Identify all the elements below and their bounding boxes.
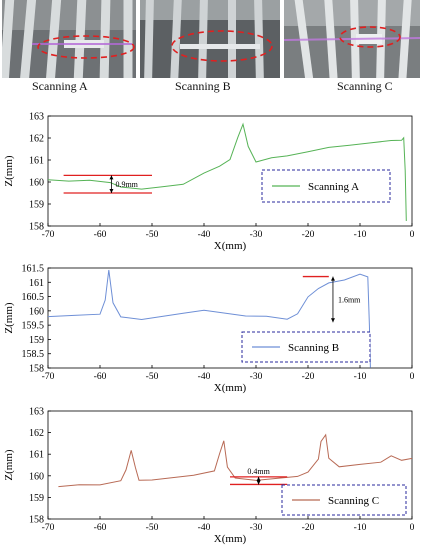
series-line <box>47 269 371 368</box>
x-tick-label: -70 <box>42 230 55 240</box>
chart-c-svg: -70 -60 -50 -40 -30 -20 -10 0 158 159 160 161 162 163… <box>3 407 415 546</box>
series-line <box>47 122 407 222</box>
plot-frame <box>47 115 413 227</box>
chart-scanning-a: -70 -60 -50 -40 -30 -20 -10 0 158 159 160 161 162 163… <box>0 110 422 260</box>
annotation-arrowhead-down <box>330 318 335 323</box>
x-tick-label: -20 <box>302 372 315 382</box>
caption-scanning-a: Scanning A <box>32 79 88 93</box>
y-tick-label: 161 <box>29 156 44 167</box>
y-axis-label: Z(mm) <box>3 449 15 480</box>
y-tick-label: 163 <box>29 112 44 123</box>
y-tick-label: 158 <box>29 222 44 233</box>
x-axis-label: X(mm) <box>214 382 247 394</box>
y-tick-label: 161 <box>29 278 44 289</box>
x-tick-label: -30 <box>250 230 263 240</box>
y-tick-label: 159 <box>29 335 44 346</box>
x-tick-label: -60 <box>94 372 107 382</box>
x-tick-label: -50 <box>146 523 159 533</box>
x-tick-label: -60 <box>94 523 107 533</box>
x-tick-label: -40 <box>198 230 211 240</box>
scan-photo-bars-tilted-icon <box>2 0 136 78</box>
y-tick-label: 159 <box>29 200 44 211</box>
annotation-label: 0.4mm <box>247 467 270 476</box>
annotation-label: 1.6mm <box>338 295 361 304</box>
annotation-arrowhead-down <box>256 480 261 485</box>
y-tick-label: 162 <box>29 428 44 439</box>
chart-b-svg: -70 -60 -50 -40 -30 -20 -10 0 158 158.5 159 159.5 16… <box>3 264 415 395</box>
chart-scanning-b: -70 -60 -50 -40 -30 -20 -10 0 158 158.5 159 159.5 16… <box>0 262 422 400</box>
x-tick-label: 0 <box>410 230 415 240</box>
annotation-arrowhead-up <box>330 276 335 281</box>
x-tick-label: 0 <box>410 372 415 382</box>
caption-scanning-c: Scanning C <box>337 79 393 93</box>
y-tick-label: 158 <box>29 364 44 375</box>
caption-scanning-b: Scanning B <box>175 79 231 93</box>
legend-label: Scanning C <box>328 495 379 507</box>
x-tick-label: -20 <box>302 523 315 533</box>
annotation-arrowhead-down <box>109 189 114 193</box>
x-tick-label: -40 <box>198 523 211 533</box>
y-tick-label: 158.5 <box>22 349 45 360</box>
scan-photo-a <box>2 0 136 78</box>
y-tick-label: 163 <box>29 407 44 418</box>
y-tick-label: 161 <box>29 450 44 461</box>
x-tick-label: -70 <box>42 372 55 382</box>
y-tick-label: 162 <box>29 134 44 145</box>
x-tick-label: -60 <box>94 230 107 240</box>
annotation-arrowhead-up <box>256 476 261 481</box>
scan-photo-bars-vertical-icon <box>140 0 280 78</box>
scan-photo-b <box>140 0 280 78</box>
x-tick-label: -20 <box>302 230 315 240</box>
x-tick-label: -10 <box>354 372 367 382</box>
y-tick-label: 159.5 <box>22 321 45 332</box>
chart-scanning-c: -70 -60 -50 -40 -30 -20 -10 0 158 159 160 161 162 163… <box>0 403 422 550</box>
legend-label: Scanning A <box>308 181 359 193</box>
y-tick-label: 161.5 <box>22 264 45 275</box>
plot-frame <box>47 267 413 369</box>
x-tick-label: -10 <box>354 230 367 240</box>
scan-photo-c <box>284 0 420 78</box>
y-tick-label: 159 <box>29 493 44 504</box>
x-tick-label: 0 <box>410 523 415 533</box>
annotation-arrowhead-up <box>109 175 114 180</box>
x-tick-label: -10 <box>354 523 367 533</box>
y-axis-label: Z(mm) <box>3 302 15 333</box>
scan-photo-bars-diagonal-icon <box>284 0 420 78</box>
series-line <box>58 433 413 488</box>
x-tick-label: -40 <box>198 372 211 382</box>
x-axis-label: X(mm) <box>214 240 247 252</box>
y-axis-label: Z(mm) <box>3 155 15 186</box>
x-tick-label: -50 <box>146 372 159 382</box>
x-tick-label: -70 <box>42 523 55 533</box>
x-tick-label: -30 <box>250 523 263 533</box>
legend-label: Scanning B <box>288 342 339 354</box>
y-tick-label: 158 <box>29 515 44 526</box>
y-tick-label: 160.5 <box>22 292 45 303</box>
y-tick-label: 160 <box>29 306 44 317</box>
x-tick-label: -50 <box>146 230 159 240</box>
y-tick-label: 160 <box>29 178 44 189</box>
x-axis-label: X(mm) <box>214 533 247 545</box>
x-tick-label: -30 <box>250 372 263 382</box>
y-tick-label: 160 <box>29 471 44 482</box>
chart-a-svg: -70 -60 -50 -40 -30 -20 -10 0 158 159 160 161 162 163… <box>3 112 415 253</box>
annotation-label: 0.9mm <box>115 180 138 189</box>
plot-frame <box>47 410 413 520</box>
